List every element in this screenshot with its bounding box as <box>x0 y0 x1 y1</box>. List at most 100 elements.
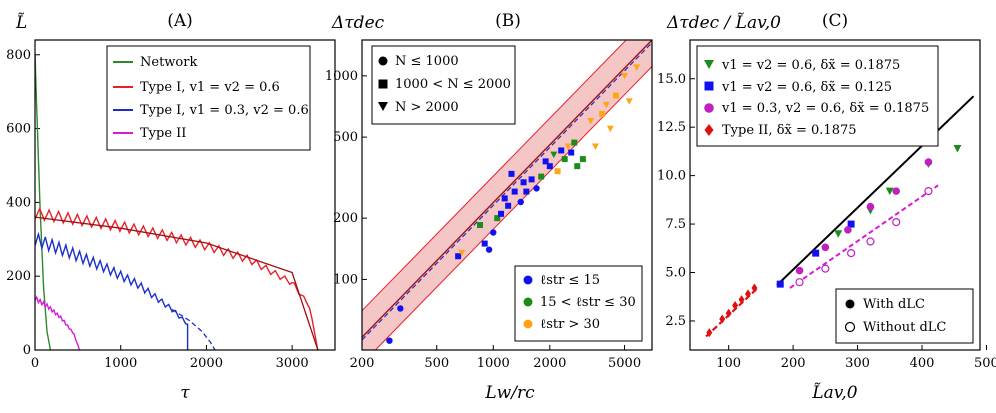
y-tick-label: 400 <box>6 195 31 210</box>
data-point <box>924 158 933 166</box>
data-point <box>795 278 804 287</box>
band-upper-edge <box>362 40 627 312</box>
y-tick-label: 800 <box>6 48 31 63</box>
panel-b-frame <box>361 39 653 351</box>
data-point <box>599 110 606 117</box>
data-point <box>501 195 508 202</box>
data-point <box>892 218 901 227</box>
data-point <box>397 305 404 312</box>
data-point <box>625 98 633 105</box>
panel-b-title: (B) <box>495 11 521 31</box>
legend-marker-square <box>378 79 388 89</box>
x-tick-label: 2000 <box>533 356 566 371</box>
data-point <box>568 149 575 156</box>
data-point <box>738 295 745 305</box>
x-tick-label: 200 <box>781 356 806 371</box>
data-point <box>834 230 843 238</box>
data-point <box>725 308 732 318</box>
y-tick-label: 600 <box>6 122 31 137</box>
data-point <box>538 173 545 180</box>
x-tick-label: 300 <box>845 356 870 371</box>
legend-type1a: Type I, v1 = v2 = 0.6 <box>140 80 280 95</box>
legend-color-blue <box>523 275 533 285</box>
legend-n-high: N > 2000 <box>395 100 459 115</box>
data-point <box>847 249 856 258</box>
data-point <box>498 210 505 217</box>
x-tick-label: 3000 <box>276 356 309 371</box>
panel-c-ylabel: Δτdec / L̃av,0 <box>666 13 781 33</box>
data-point <box>523 188 530 195</box>
data-point <box>745 289 751 299</box>
x-tick-label: 400 <box>910 356 935 371</box>
legend-type1b: Type I, v1 = 0.3, v2 = 0.6 <box>140 103 309 118</box>
panel-b-ylabel: Δτdec <box>331 13 385 33</box>
y-tick-label: 500 <box>333 130 358 145</box>
panel-a: (A) L̃ τ 0 1000 2000 3000 0 200 400 600 800 Netw… <box>6 11 336 403</box>
legend-box <box>371 45 516 125</box>
fit-without-dlc <box>789 184 939 289</box>
data-point <box>546 163 553 170</box>
y-tick-label: 200 <box>333 211 358 226</box>
panel-a-frame <box>34 39 336 351</box>
panel-c-fill-legend: With dLC Without dLC <box>835 288 974 344</box>
data-point <box>558 147 565 154</box>
y-tick-label: 100 <box>333 272 358 287</box>
legend-series-4: Type II, δx̃ = 0.1875 <box>722 123 857 138</box>
data-point <box>533 185 540 192</box>
legend-box <box>106 45 311 151</box>
y-tick-label: 0 <box>23 343 31 358</box>
fit-line-blue-dashed <box>362 42 652 341</box>
legend-n-low: N ≤ 1000 <box>395 54 459 69</box>
data-point <box>574 163 581 170</box>
data-point <box>732 300 739 310</box>
panel-c-plot <box>705 95 975 338</box>
data-point <box>821 243 830 252</box>
legend-n-mid: 1000 < N ≤ 2000 <box>395 77 511 92</box>
data-point <box>485 246 493 253</box>
legend-series-3: v1 = 0.3, v2 = 0.6, δx̃ = 0.1875 <box>721 101 929 116</box>
data-point <box>847 220 855 228</box>
panel-b: (B) Δτdec Lw/rc 200 500 1000 2000 5000100200… <box>325 11 653 403</box>
data-point <box>508 170 515 177</box>
x-tick-label: 0 <box>31 356 39 371</box>
y-tick-label: 1000 <box>325 69 358 84</box>
data-point <box>953 145 962 153</box>
y-tick-label: 7.5 <box>665 217 686 232</box>
data-point <box>490 229 497 236</box>
data-point <box>602 101 610 109</box>
data-point <box>542 158 549 165</box>
panel-c: (C) Δτdec / L̃av,0 L̃av,0 100 200 300 400 50… <box>657 11 996 403</box>
legend-lstr-mid: 15 < ℓstr ≤ 30 <box>540 295 636 310</box>
data-point <box>550 151 558 159</box>
legend-marker-triangle <box>378 102 388 111</box>
panel-b-marker-legend: N ≤ 1000 1000 < N ≤ 2000 N > 2000 <box>371 45 516 125</box>
panel-c-xlabel: L̃av,0 <box>811 383 857 403</box>
panel-c-title: (C) <box>822 11 848 31</box>
fit-line <box>362 40 652 338</box>
data-point <box>511 188 518 195</box>
panel-b-plot <box>362 40 652 350</box>
data-point <box>812 249 820 257</box>
data-point <box>455 253 462 260</box>
panel-c-frame <box>689 39 981 351</box>
x-tick-label: 2000 <box>190 356 223 371</box>
data-point <box>719 314 726 324</box>
data-point <box>505 202 512 209</box>
y-tick-label: 5.0 <box>665 266 686 281</box>
data-point <box>386 337 393 344</box>
legend-lstr-high: ℓstr > 30 <box>540 317 600 332</box>
x-tick-label: 500 <box>974 356 996 371</box>
y-tick-label: 200 <box>6 269 31 284</box>
series-line-3 <box>35 295 81 350</box>
data-point <box>633 64 641 71</box>
data-point <box>885 187 894 196</box>
legend-marker-blue-square <box>704 81 714 91</box>
data-point <box>554 168 561 175</box>
x-tick-label: 100 <box>716 356 741 371</box>
x-tick-label: 200 <box>350 356 375 371</box>
legend-marker-magenta-circle <box>704 103 714 113</box>
data-point <box>477 222 484 229</box>
data-point <box>494 215 501 222</box>
y-tick-label: 10.0 <box>657 169 686 184</box>
